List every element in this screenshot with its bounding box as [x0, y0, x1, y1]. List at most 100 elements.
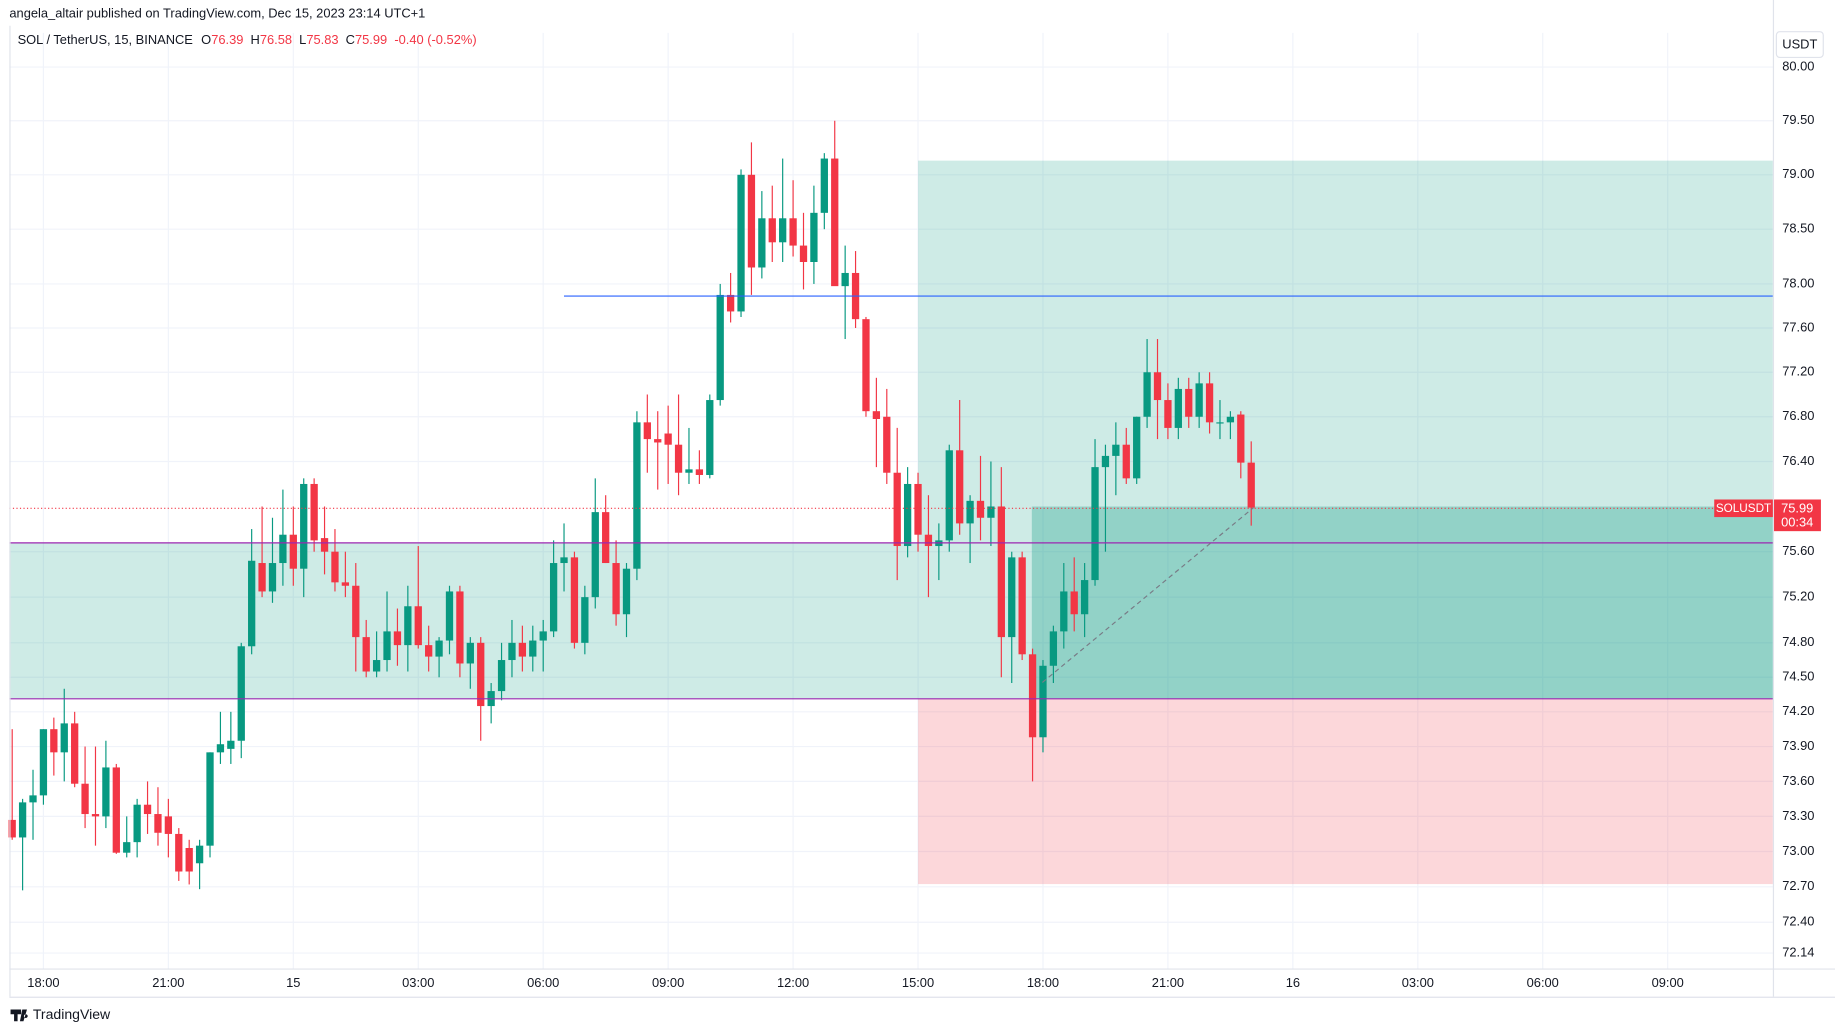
candle-body: [237, 646, 245, 741]
candle-body: [768, 218, 776, 243]
legend-value: 76.58: [260, 32, 292, 47]
candle-body: [1091, 467, 1099, 581]
candle-body: [1237, 414, 1245, 463]
x-tick-label: 15: [286, 975, 300, 990]
y-tick-label: 73.00: [1782, 843, 1814, 858]
candle-body: [581, 597, 589, 643]
legend-value: 76.39: [211, 32, 243, 47]
candle-body: [872, 411, 881, 420]
candle-body: [227, 740, 235, 749]
candle-body: [1164, 400, 1172, 428]
symbol-tag: [1714, 499, 1773, 518]
stop-zone: [918, 698, 1773, 885]
x-tick-label: 03:00: [1402, 975, 1434, 990]
candle-body: [154, 814, 162, 833]
candle-body: [29, 795, 37, 803]
y-tick-label: 75.60: [1782, 543, 1814, 558]
candle-body: [123, 842, 131, 853]
legend-value: 75.99: [355, 32, 387, 47]
candle-body: [60, 723, 68, 753]
x-tick-label: 12:00: [777, 975, 809, 990]
candle-body: [810, 212, 818, 262]
candle-body: [976, 500, 985, 518]
grid: [9, 32, 1773, 969]
candle-body: [612, 563, 620, 615]
candle-body: [1174, 388, 1182, 428]
y-tick-label: 74.20: [1782, 703, 1814, 718]
candle-body: [206, 752, 214, 846]
y-tick-label: 77.20: [1782, 364, 1814, 379]
candle-body: [8, 819, 16, 838]
candle-body: [133, 804, 141, 843]
candle-body: [102, 767, 110, 817]
candle-body: [393, 631, 402, 646]
candle-body: [1018, 557, 1026, 655]
publish-header: angela_altair published on TradingView.c…: [9, 5, 425, 20]
candle-body: [799, 245, 808, 262]
x-tick-label: 18:00: [1027, 975, 1059, 990]
candle-body: [175, 833, 183, 872]
symbol-tag-label: SOLUSDT: [1716, 502, 1771, 515]
candle-body: [1153, 372, 1162, 401]
candle-body: [695, 469, 704, 475]
candle-body: [50, 729, 58, 753]
candle-body: [195, 845, 204, 864]
candle-body: [331, 551, 339, 583]
candle-body: [268, 563, 277, 592]
y-tick-label: 72.70: [1782, 878, 1814, 893]
candle-body: [143, 804, 152, 815]
legend-key: C: [346, 32, 355, 47]
candle-body: [258, 563, 266, 592]
candle-body: [893, 472, 901, 547]
drawings: [9, 160, 1773, 885]
candle-body: [789, 218, 797, 246]
candle-body: [362, 637, 370, 672]
candle-body: [685, 469, 693, 473]
y-tick-label: 74.50: [1782, 669, 1814, 684]
candle-body: [352, 585, 360, 638]
position-zone: [1031, 506, 1773, 699]
candle-body: [289, 534, 297, 569]
candle-body: [1226, 416, 1235, 423]
candle-body: [91, 814, 100, 817]
candle-body: [1133, 416, 1141, 479]
candle-body: [549, 563, 558, 632]
candle-body: [372, 660, 381, 672]
y-tick-label: 73.90: [1782, 738, 1814, 753]
x-tick-label: 06:00: [527, 975, 559, 990]
candle-body: [466, 642, 474, 664]
candle-body: [185, 848, 193, 872]
trend-line: [1041, 507, 1254, 683]
candle-body: [18, 802, 27, 838]
candle-body: [716, 294, 724, 401]
candle-body: [841, 272, 849, 287]
legend-change: -0.40 (-0.52%): [394, 32, 476, 47]
lines: [9, 295, 1773, 700]
candle-body: [456, 591, 464, 664]
candle-body: [758, 218, 766, 268]
candle-body: [445, 591, 454, 641]
countdown-label: 00:34: [1781, 514, 1813, 529]
x-tick-label: 09:00: [652, 975, 684, 990]
y-tick-label: 78.50: [1782, 221, 1814, 236]
y-tick-label: 72.40: [1782, 914, 1814, 929]
candle-body: [966, 500, 974, 524]
x-tick-label: 06:00: [1527, 975, 1559, 990]
candle-body: [310, 483, 318, 541]
x-tick-label: 21:00: [1152, 975, 1184, 990]
candle-body: [560, 557, 568, 564]
y-tick-label: 76.40: [1782, 453, 1814, 468]
candle-body: [341, 582, 350, 586]
candle-body: [71, 723, 79, 784]
candle-body: [300, 483, 308, 569]
candle-body: [1080, 580, 1089, 615]
currency-label[interactable]: USDT: [1782, 37, 1817, 52]
y-tick-label: 74.80: [1782, 634, 1814, 649]
candle-body: [726, 294, 735, 312]
candle-body: [1039, 665, 1047, 738]
candle-body: [654, 439, 662, 443]
currency-button[interactable]: [1775, 31, 1824, 59]
brand: TradingView: [10, 1006, 111, 1022]
